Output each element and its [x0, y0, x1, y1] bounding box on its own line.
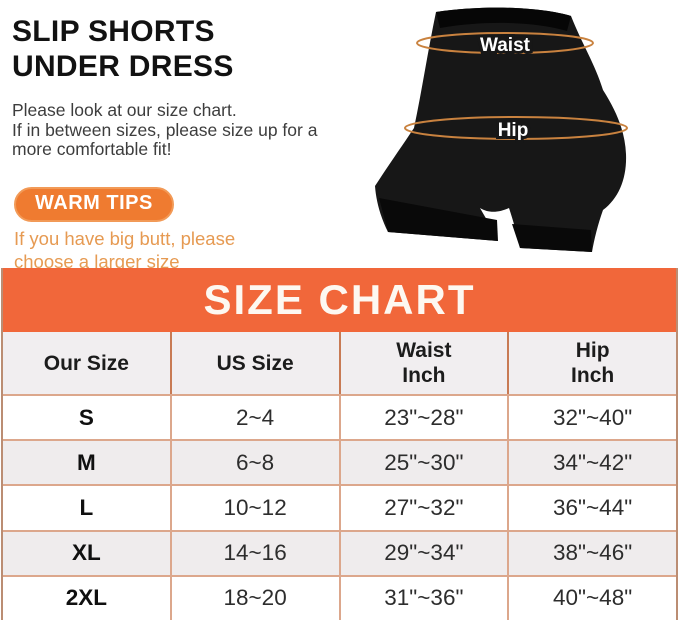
cell-our-size: M [77, 449, 96, 475]
column-header-waist-inch: Waist Inch [338, 332, 508, 394]
cell-hip-inch: 38"~46" [507, 531, 676, 575]
hip-label: Hip [498, 120, 529, 141]
size-chart-title: SIZE CHART [203, 276, 476, 323]
page-title-line2: UNDER DRESS [12, 50, 234, 83]
cell-our-size: S [78, 404, 94, 430]
slip-shorts-illustration: Waist Hip [375, 7, 628, 253]
table-row-m: M 6~8 25"~30" 34"~42" [3, 441, 676, 487]
table-row-s: S 2~4 23"~28" 32"~40" [3, 396, 676, 442]
size-note-line2: If in between sizes, please size up for … [12, 119, 318, 159]
size-note-line1: Please look at our size chart. [12, 100, 237, 120]
waist-measure-ellipse [416, 32, 594, 54]
cell-us-size: 2~4 [169, 396, 339, 440]
column-header-us-size: US Size [169, 332, 339, 394]
cell-waist-inch: 25"~30" [338, 441, 508, 485]
table-row-xl: XL 14~16 29"~34" 38"~46" [3, 531, 676, 577]
left-leg-cuff [379, 198, 498, 241]
cell-our-size: 2XL [65, 585, 107, 611]
cell-us-size: 6~8 [169, 441, 339, 485]
right-leg-cuff [512, 224, 592, 252]
page-title: SLIP SHORTS UNDER DRESS [12, 14, 334, 84]
column-header-our-size: Our Size [43, 351, 129, 375]
size-chart-section: SIZE CHART Our Size US Size Waist Inch H… [1, 268, 678, 620]
cell-us-size: 14~16 [169, 531, 339, 575]
cell-waist-inch: 27"~32" [338, 486, 508, 530]
page-title-line1: SLIP SHORTS [12, 15, 215, 48]
cell-us-size: 18~20 [169, 576, 339, 620]
warm-tips-text: If you have big butt, please choose a la… [14, 227, 236, 272]
cell-our-size: XL [71, 540, 101, 566]
hip-measure-ellipse [404, 116, 628, 140]
cell-hip-inch: 36"~44" [507, 486, 676, 530]
table-row-2xl: 2XL 18~20 31"~36" 40"~48" [3, 576, 676, 620]
column-header-hip-inch: Hip Inch [507, 332, 676, 394]
cell-our-size: L [79, 495, 94, 520]
shorts-diagram: Waist Hip [340, 0, 679, 268]
size-note: Please look at our size chart. If in bet… [12, 100, 342, 160]
warm-tips-badge: WARM TIPS [14, 186, 174, 222]
intro-text-block: SLIP SHORTS UNDER DRESS Please look at o… [0, 0, 342, 272]
cell-waist-inch: 31"~36" [338, 576, 508, 620]
shorts-body-shape [375, 7, 627, 253]
cell-us-size: 10~12 [169, 486, 339, 530]
cell-hip-inch: 34"~42" [507, 441, 676, 485]
waist-label: Waist [480, 35, 531, 56]
cell-waist-inch: 23"~28" [338, 396, 508, 440]
cell-hip-inch: 32"~40" [507, 396, 676, 440]
cell-waist-inch: 29"~34" [338, 531, 508, 575]
intro-section: SLIP SHORTS UNDER DRESS Please look at o… [0, 0, 679, 272]
table-header-row: Our Size US Size Waist Inch Hip Inch [3, 332, 676, 396]
size-chart-banner: SIZE CHART [3, 268, 676, 332]
cell-hip-inch: 40"~48" [507, 576, 676, 620]
shorts-waistband [436, 7, 571, 31]
size-chart-table: Our Size US Size Waist Inch Hip Inch S 2… [3, 332, 676, 620]
table-row-l: L 10~12 27"~32" 36"~44" [3, 486, 676, 532]
